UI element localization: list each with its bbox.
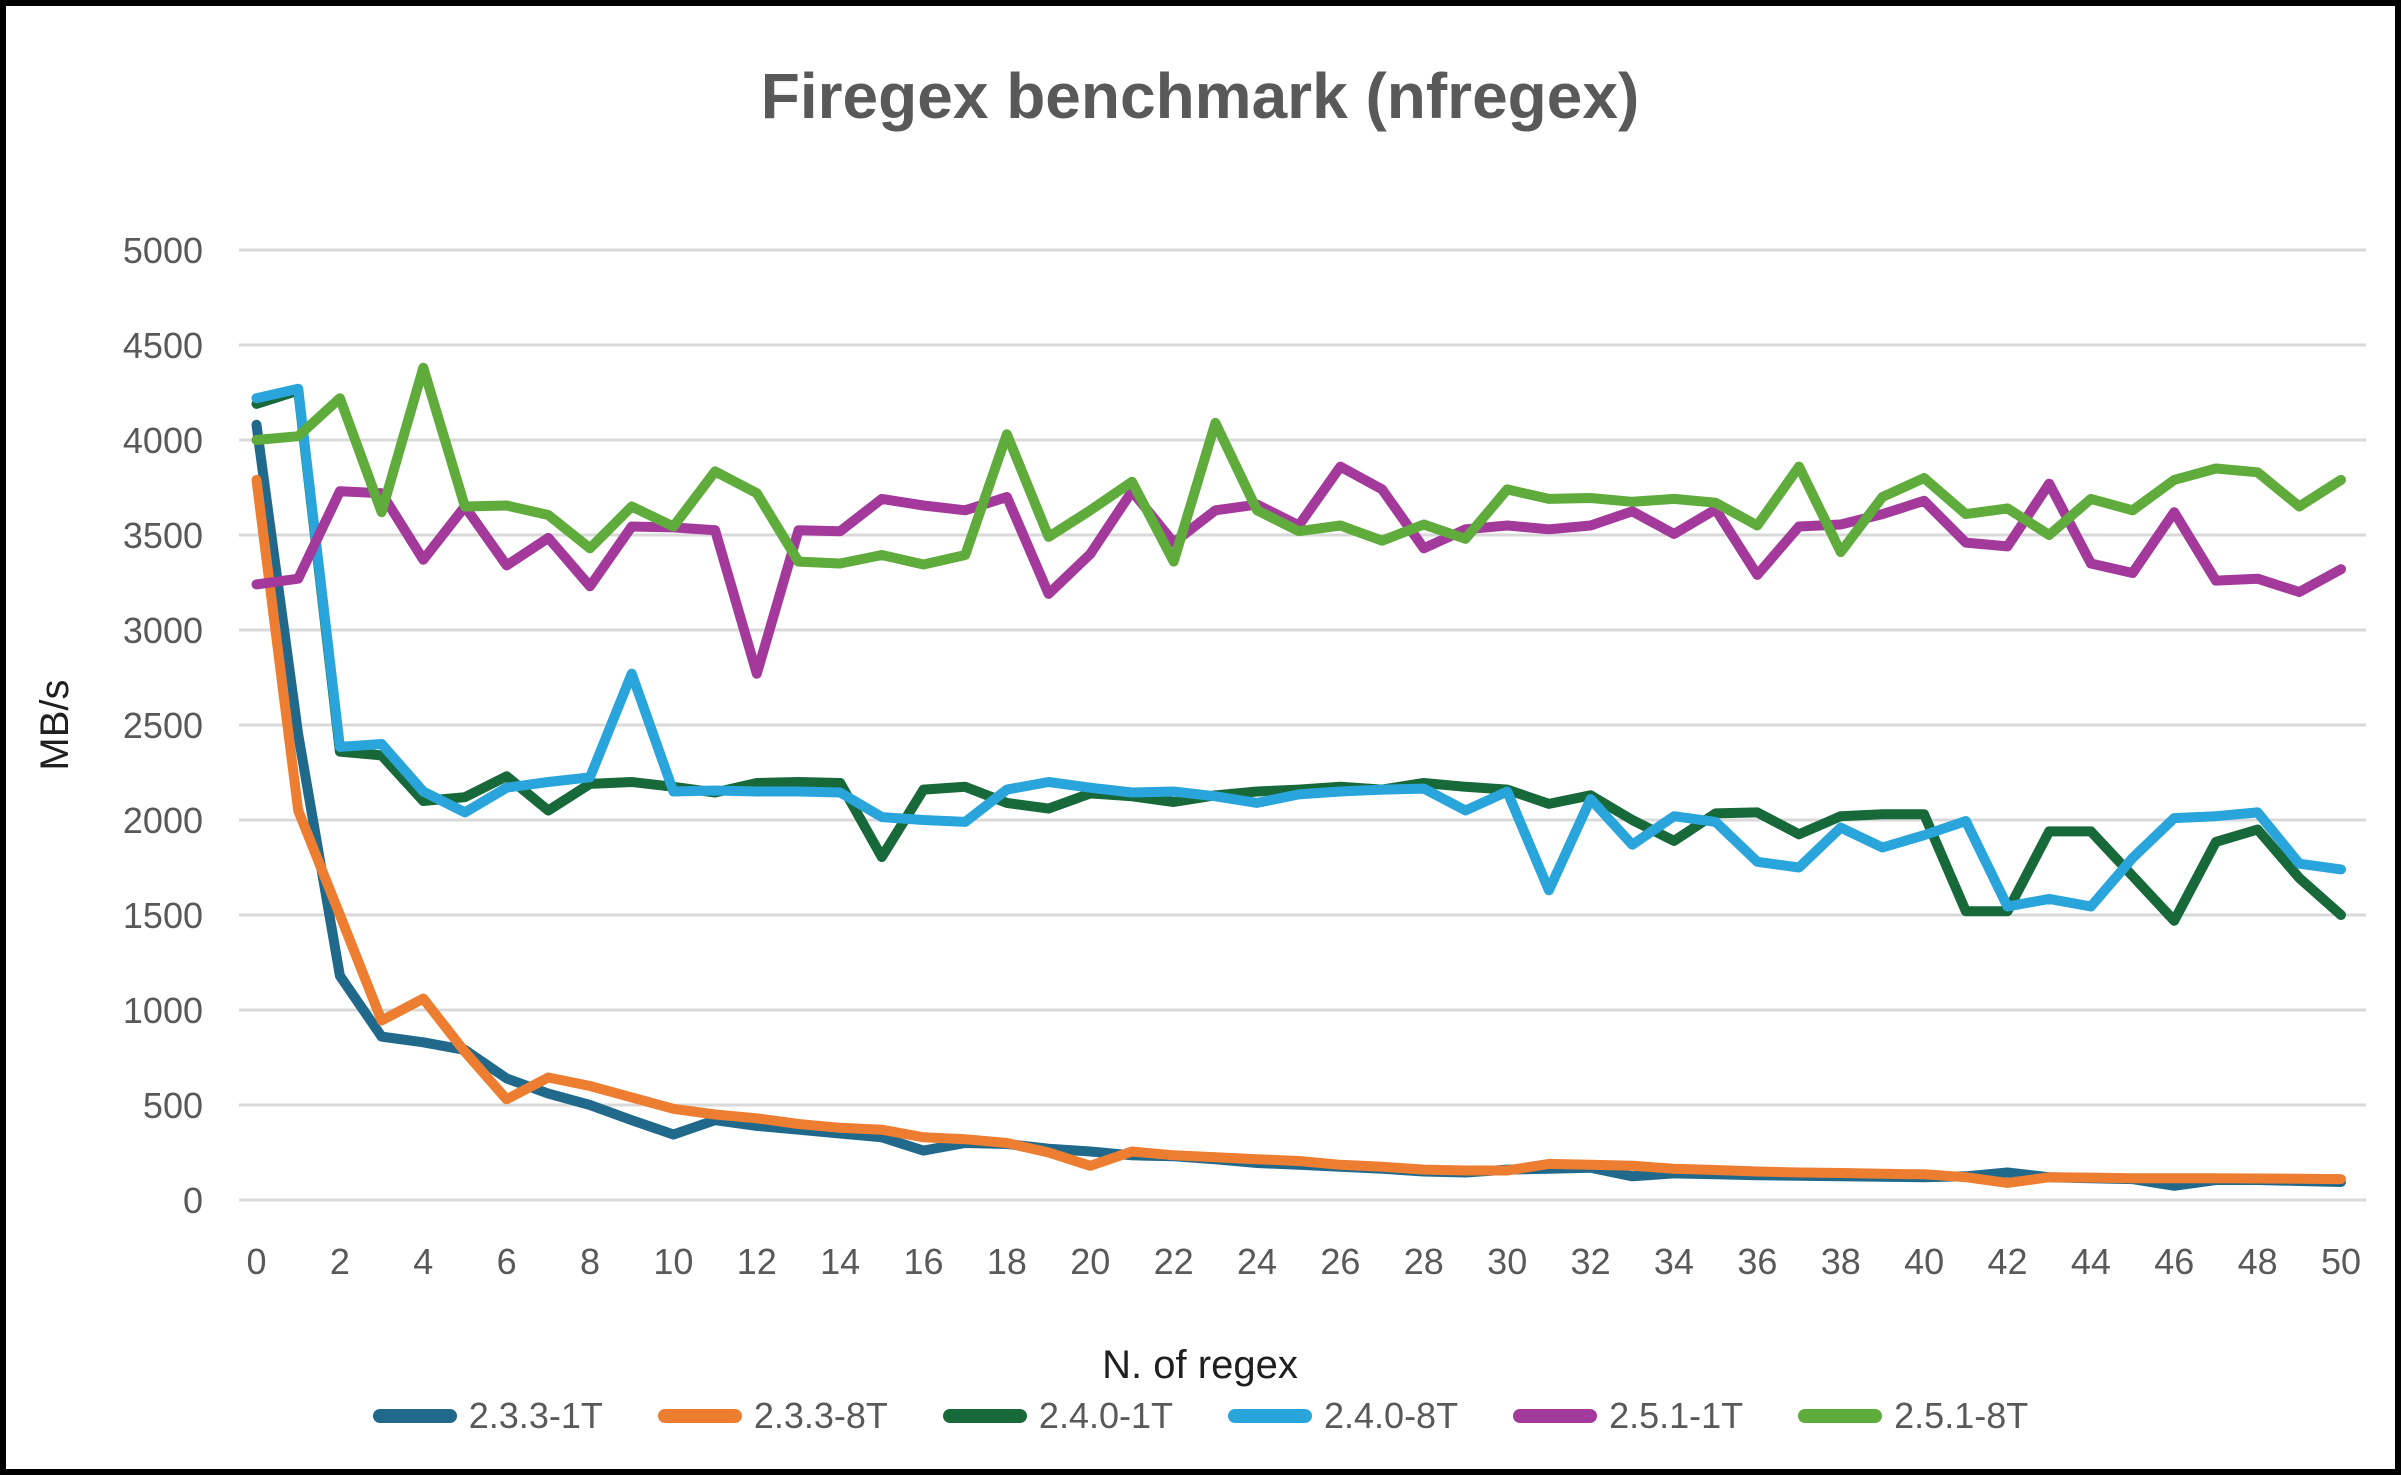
legend-label: 2.5.1-1T	[1609, 1395, 1744, 1436]
legend-swatch-icon	[1228, 1409, 1312, 1423]
x-tick-label: 18	[987, 1241, 1027, 1282]
chart-title: Firegex benchmark (nfregex)	[761, 60, 1640, 132]
legend-swatch-icon	[657, 1409, 742, 1423]
legend-label: 2.5.1-8T	[1894, 1395, 2029, 1436]
x-tick-label: 36	[1737, 1241, 1777, 1282]
y-axis-tick-labels: 0 500 1000 1500 2000 2500 3000 3500 4000 4500 5000	[123, 230, 203, 1221]
x-tick-label: 28	[1404, 1241, 1444, 1282]
chart-legend: 2.3.3-1T 2.3.3-8T 2.4.0-1T 2.4.0-8T 2.5.1-1T…	[6, 1398, 2395, 1434]
legend-swatch-icon	[942, 1409, 1027, 1423]
legend-item-2.5.1-1T[interactable]: 2.5.1-1T	[1513, 1398, 1743, 1434]
benchmark-line-chart: 0500100015002000250030003500400045005000…	[33, 60, 2366, 1387]
x-tick-label: 22	[1154, 1241, 1194, 1282]
x-tick-label: 24	[1237, 1241, 1277, 1282]
legend-item-2.4.0-1T[interactable]: 2.4.0-1T	[942, 1395, 1173, 1436]
x-tick-label: 48	[2238, 1241, 2278, 1282]
x-tick-label: 16	[904, 1241, 944, 1282]
legend-label: 2.4.0-8T	[1324, 1395, 1459, 1436]
legend-label: 2.3.3-8T	[753, 1395, 888, 1436]
legend-item-2.3.3-8T[interactable]: 2.3.3-8T	[657, 1395, 888, 1436]
legend-swatch-icon	[372, 1409, 457, 1423]
y-tick-label: 3500	[123, 515, 203, 556]
y-tick-label: 4500	[123, 325, 203, 366]
x-tick-label: 40	[1904, 1241, 1944, 1282]
x-tick-label: 14	[820, 1241, 860, 1282]
x-tick-label: 34	[1654, 1241, 1694, 1282]
y-tick-label: 3000	[123, 610, 203, 651]
legend-item-2.3.3-1T[interactable]: 2.3.3-1T	[372, 1395, 603, 1436]
x-tick-label: 8	[580, 1241, 600, 1282]
gridlines	[239, 248, 2366, 1202]
y-axis-title: MB/s	[33, 679, 77, 770]
x-tick-label: 46	[2154, 1241, 2194, 1282]
x-tick-label: 10	[653, 1241, 693, 1282]
x-tick-label: 50	[2321, 1241, 2361, 1282]
x-tick-label: 12	[737, 1241, 777, 1282]
series-line-2.4.0-1T	[251, 385, 2346, 926]
series-line-2.3.3-8T	[251, 474, 2346, 1188]
x-tick-label: 20	[1070, 1241, 1110, 1282]
y-tick-label: 2000	[123, 800, 203, 841]
y-tick-label: 5000	[123, 230, 203, 271]
x-tick-label: 32	[1571, 1241, 1611, 1282]
legend-item-2.4.0-8T[interactable]: 2.4.0-8T	[1228, 1398, 1458, 1434]
y-tick-label: 1500	[123, 895, 203, 936]
legend-label: 2.4.0-1T	[1038, 1395, 1173, 1436]
series-line-2.5.1-1T	[251, 461, 2346, 679]
series-line-2.5.1-8T	[251, 362, 2346, 570]
y-tick-label: 0	[183, 1180, 203, 1221]
x-tick-label: 2	[330, 1241, 350, 1282]
legend-item-2.5.1-8T[interactable]: 2.5.1-8T	[1798, 1398, 2028, 1434]
y-tick-label: 4000	[123, 420, 203, 461]
x-tick-label: 42	[1987, 1241, 2027, 1282]
legend-swatch-icon	[1513, 1409, 1598, 1423]
legend-swatch-icon	[1798, 1409, 1883, 1423]
y-tick-label: 2500	[123, 705, 203, 746]
x-tick-label: 38	[1821, 1241, 1861, 1282]
x-tick-label: 6	[497, 1241, 517, 1282]
x-tick-label: 0	[246, 1241, 266, 1282]
x-tick-label: 44	[2071, 1241, 2111, 1282]
y-tick-label: 1000	[123, 990, 203, 1031]
y-tick-label: 500	[143, 1085, 203, 1126]
legend-label: 2.3.3-1T	[468, 1395, 603, 1436]
series-lines	[251, 362, 2346, 1191]
x-axis-tick-labels: 0 2 4 6 8 10 12 14 16 18 20 22 24 26 28 30 32 34 36 38 40 42 4…	[246, 1241, 2361, 1282]
x-axis-title: N. of regex	[1102, 1343, 1298, 1387]
x-tick-label: 26	[1320, 1241, 1360, 1282]
series-line-2.3.3-1T	[251, 419, 2346, 1191]
series-line-2.4.0-8T	[251, 383, 2346, 912]
x-tick-label: 4	[413, 1241, 433, 1282]
x-tick-label: 30	[1487, 1241, 1527, 1282]
